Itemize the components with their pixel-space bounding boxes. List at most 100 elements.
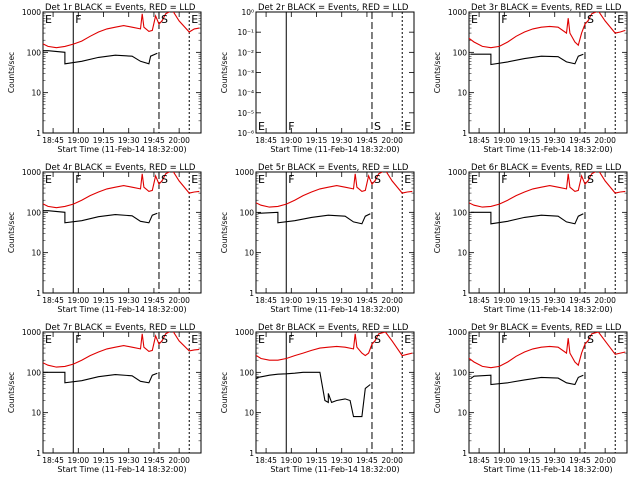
x-tick-label: 19:45 xyxy=(569,456,591,465)
time-marker-label: S xyxy=(161,173,168,186)
x-tick-label: 18:45 xyxy=(468,456,490,465)
x-tick-label: 19:15 xyxy=(519,456,541,465)
x-tick-label: 19:15 xyxy=(93,456,115,465)
panel-6: Det 6r BLACK = Events, RED = LLD 1 10 100 10… xyxy=(433,163,628,314)
x-tick-label: 20:00 xyxy=(168,456,190,465)
series-group xyxy=(469,332,626,386)
x-tick-label: 18:45 xyxy=(42,296,64,305)
x-tick-label: 18:45 xyxy=(468,136,490,145)
x-tick-label: 18:45 xyxy=(255,456,277,465)
series-group xyxy=(469,172,626,225)
x-tick-label: 19:30 xyxy=(331,296,353,305)
time-marker-label: F xyxy=(501,13,507,26)
x-tick-label: 20:00 xyxy=(168,296,190,305)
y-tick-label: 100 xyxy=(27,48,42,57)
x-tick-label: 19:15 xyxy=(519,136,541,145)
events-series xyxy=(470,53,584,66)
time-marker-label: S xyxy=(374,173,381,186)
time-marker-label: E xyxy=(258,333,265,346)
y-tick-label: 1 xyxy=(36,129,41,138)
panel-title: Det 1r BLACK = Events, RED = LLD xyxy=(45,3,196,13)
panel-8: Det 8r BLACK = Events, RED = LLD 1 10 100 10… xyxy=(220,323,415,474)
plot-frame xyxy=(255,331,415,454)
plot-frame xyxy=(255,171,415,294)
time-marker-label: E xyxy=(45,173,52,186)
y-tick-label: 100 xyxy=(27,368,42,377)
x-axis-label: Start Time (11-Feb-14 18:32:00) xyxy=(57,145,186,154)
time-marker-label: S xyxy=(374,333,381,346)
y-tick-label: 1 xyxy=(36,289,41,298)
series-group xyxy=(43,332,200,384)
series-group xyxy=(256,172,413,225)
y-tick-label: 10 xyxy=(457,409,467,418)
y-tick-label: 1 xyxy=(36,449,41,458)
time-marker-label: F xyxy=(288,333,294,346)
y-tick-label: 10⁰ xyxy=(241,8,254,17)
x-tick-label: 20:00 xyxy=(381,456,403,465)
x-tick-label: 19:00 xyxy=(67,136,89,145)
lld-series xyxy=(256,332,413,361)
panel-title: Det 7r BLACK = Events, RED = LLD xyxy=(45,323,196,333)
y-axis-label: Counts/sec xyxy=(433,372,442,413)
panel-7: Det 7r BLACK = Events, RED = LLD 1 10 100 10… xyxy=(7,323,202,474)
events-series xyxy=(256,371,371,418)
y-tick-label: 1000 xyxy=(235,328,254,337)
x-tick-label: 19:30 xyxy=(544,296,566,305)
y-tick-label: 10 xyxy=(31,89,41,98)
y-tick-label: 1 xyxy=(462,449,467,458)
time-marker-label: S xyxy=(587,173,594,186)
y-axis-label: Counts/sec xyxy=(7,52,16,93)
x-tick-label: 18:45 xyxy=(42,456,64,465)
events-series xyxy=(43,50,158,65)
x-tick-label: 19:45 xyxy=(569,136,591,145)
x-tick-label: 19:45 xyxy=(356,296,378,305)
y-axis-label: Counts/sec xyxy=(220,372,229,413)
y-axis-label: Counts/sec xyxy=(7,212,16,253)
lld-series xyxy=(43,12,200,49)
series-group xyxy=(43,172,200,224)
y-axis-label: Counts/sec xyxy=(433,52,442,93)
time-marker-label: E xyxy=(617,13,624,26)
time-marker-label: F xyxy=(288,120,294,133)
lld-series xyxy=(43,332,200,368)
x-tick-label: 18:45 xyxy=(255,136,277,145)
x-tick-label: 18:45 xyxy=(42,136,64,145)
y-tick-label: 1000 xyxy=(235,168,254,177)
events-series xyxy=(43,371,158,384)
x-axis-label: Start Time (11-Feb-14 18:32:00) xyxy=(483,465,612,474)
x-tick-label: 18:45 xyxy=(255,296,277,305)
series-group xyxy=(43,12,200,65)
x-tick-label: 20:00 xyxy=(594,456,616,465)
x-tick-label: 19:45 xyxy=(143,456,165,465)
x-tick-label: 19:30 xyxy=(544,136,566,145)
x-tick-label: 18:45 xyxy=(468,296,490,305)
x-tick-label: 19:30 xyxy=(118,456,140,465)
x-tick-label: 19:15 xyxy=(306,296,328,305)
events-series xyxy=(470,211,584,225)
panel-title: Det 8r BLACK = Events, RED = LLD xyxy=(258,323,409,333)
x-axis-label: Start Time (11-Feb-14 18:32:00) xyxy=(57,465,186,474)
lld-series xyxy=(43,172,200,209)
panel-9: Det 9r BLACK = Events, RED = LLD 1 10 100 10… xyxy=(433,323,628,474)
y-tick-label: 1000 xyxy=(448,8,467,17)
panel-1: Det 1r BLACK = Events, RED = LLD 1 10 100 10… xyxy=(7,3,202,154)
events-series xyxy=(257,211,371,225)
time-marker-label: E xyxy=(404,173,411,186)
x-tick-label: 19:00 xyxy=(280,136,302,145)
x-tick-label: 19:00 xyxy=(280,456,302,465)
time-marker-label: S xyxy=(587,333,594,346)
x-axis-label: Start Time (11-Feb-14 18:32:00) xyxy=(57,305,186,314)
time-marker-label: E xyxy=(617,333,624,346)
x-tick-label: 19:00 xyxy=(493,136,515,145)
y-tick-label: 1000 xyxy=(22,168,41,177)
x-tick-label: 19:45 xyxy=(356,136,378,145)
time-marker-label: E xyxy=(191,13,198,26)
x-tick-label: 20:00 xyxy=(594,136,616,145)
x-tick-label: 19:00 xyxy=(67,296,89,305)
time-marker-label: F xyxy=(75,13,81,26)
y-tick-label: 10⁻⁵ xyxy=(237,109,254,118)
x-tick-label: 19:45 xyxy=(569,296,591,305)
y-tick-label: 1000 xyxy=(22,328,41,337)
y-tick-label: 10 xyxy=(457,89,467,98)
